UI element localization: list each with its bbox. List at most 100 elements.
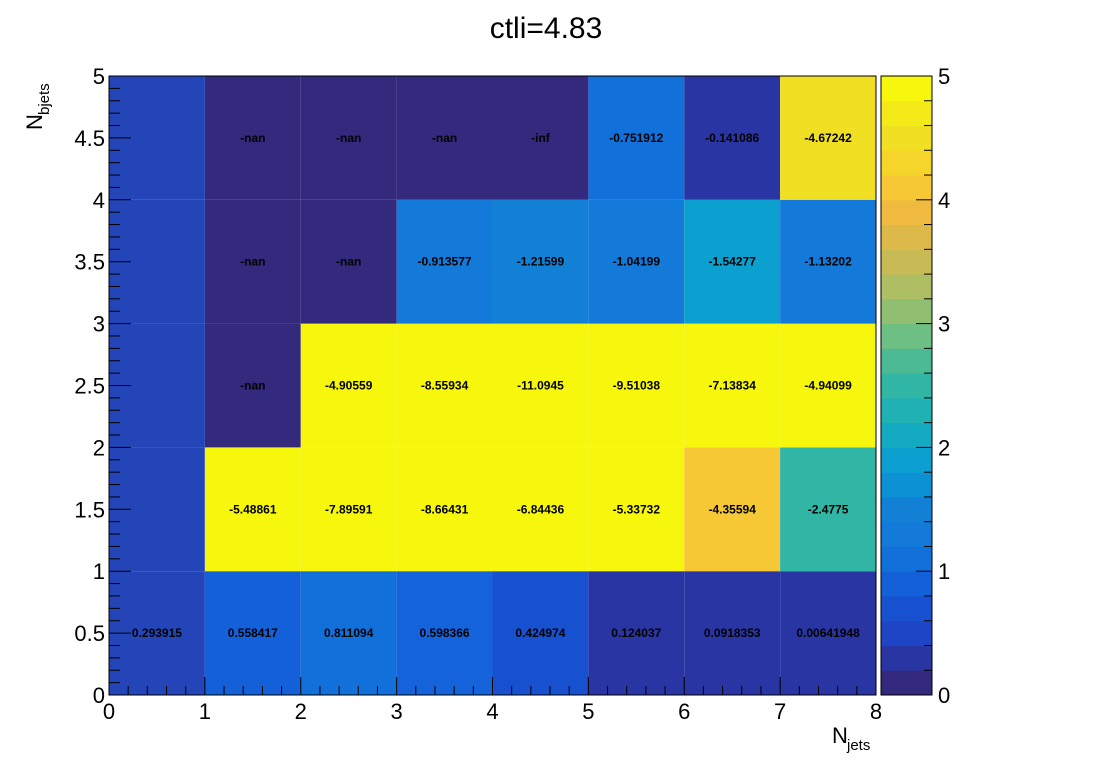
color-scale-band [881, 546, 932, 572]
x-tick-label: 4 [486, 699, 498, 724]
heatmap-cell [780, 323, 876, 448]
color-scale-band [881, 76, 932, 102]
color-scale-band [881, 249, 932, 275]
cell-value-label: 0.0918353 [704, 626, 761, 640]
x-tick-label: 8 [870, 699, 882, 724]
cell-value-label: -11.0945 [517, 379, 564, 393]
heatmap-cell [780, 76, 876, 200]
heatmap-cell [300, 76, 397, 200]
color-scale-tick-label: 0 [938, 683, 950, 708]
heatmap-cell [300, 447, 397, 572]
cell-value-label: 0.558417 [228, 626, 278, 640]
x-axis-title: N jets [832, 723, 870, 754]
color-scale-axis: 0 1 2 3 4 5 [916, 64, 950, 708]
color-scale-band [881, 175, 932, 201]
color-scale-band [881, 150, 932, 176]
cell-value-label: -9.51038 [613, 379, 661, 393]
color-scale-band [881, 670, 932, 696]
heatmap-cell [684, 76, 781, 200]
cell-value-label: -4.67242 [804, 131, 852, 145]
y-axis-title-main: N [22, 114, 47, 130]
heatmap-cell [492, 323, 589, 448]
color-scale [880, 75, 933, 696]
color-scale-band [881, 620, 932, 646]
cell-value-label: -8.66431 [421, 502, 469, 516]
y-tick-label: 3 [93, 312, 105, 337]
cell-value-label: 0.293915 [132, 626, 182, 640]
cell-value-label: -0.751912 [609, 131, 663, 145]
heatmap-cell [204, 447, 301, 572]
cell-value-label: -4.94099 [804, 379, 852, 393]
x-tick-label: 5 [582, 699, 594, 724]
x-tick-label: 1 [199, 699, 211, 724]
cell-value-label: -nan [336, 255, 361, 269]
heatmap-cell [204, 323, 301, 448]
heatmap-cell [492, 571, 589, 695]
cell-value-label: -4.35594 [709, 502, 757, 516]
cell-value-label: -nan [432, 131, 457, 145]
color-scale-band [881, 224, 932, 250]
y-axis-title: N bjets [22, 83, 53, 130]
cell-value-label: -0.913577 [418, 255, 472, 269]
color-scale-band [881, 422, 932, 448]
cell-value-label: -5.48861 [229, 502, 277, 516]
x-axis-title-main: N [832, 723, 848, 748]
cell-value-label: -5.33732 [613, 502, 661, 516]
color-scale-band [881, 323, 932, 349]
heatmap-cell [684, 571, 781, 695]
x-tick-label: 2 [295, 699, 307, 724]
color-scale-band [881, 298, 932, 325]
x-axis-title-subscript: jets [846, 737, 870, 754]
color-scale-band [881, 100, 932, 127]
color-scale-band [881, 397, 932, 424]
heatmap-cell [780, 571, 876, 695]
cell-value-label: -7.89591 [325, 502, 373, 516]
cell-value-label: -1.13202 [804, 255, 852, 269]
y-tick-label: 2 [93, 435, 105, 460]
heatmap-cell [588, 76, 685, 200]
color-scale-band [881, 472, 932, 498]
heatmap-cells [109, 76, 876, 695]
color-scale-frame [880, 75, 933, 696]
x-tick-label: 7 [774, 699, 786, 724]
x-axis: 0 1 2 3 4 5 6 7 8 [103, 677, 882, 724]
y-tick-label: 1.5 [74, 497, 105, 522]
y-tick-label: 4.5 [74, 126, 105, 151]
cell-value-label: -0.141086 [705, 131, 759, 145]
heatmap-cell [396, 447, 493, 572]
heatmap-cell [300, 323, 397, 448]
heatmap-cell [204, 199, 301, 324]
y-tick-label: 1 [93, 559, 105, 584]
color-scale-band [881, 373, 932, 399]
y-axis-title-subscript: bjets [36, 83, 53, 115]
heatmap-cell [492, 76, 589, 200]
color-scale-band [881, 571, 932, 597]
color-scale-band [881, 199, 932, 226]
color-scale-band [881, 645, 932, 671]
heatmap-cell [396, 323, 493, 448]
cell-value-label: -1.54277 [709, 255, 757, 269]
heatmap-cell [300, 571, 397, 695]
heatmap-cell [684, 199, 781, 324]
cell-value-label: -2.4775 [808, 502, 849, 516]
y-tick-label: 2.5 [74, 374, 105, 399]
chart-title: ctli=4.83 [490, 12, 603, 45]
y-tick-label: 5 [93, 64, 105, 89]
color-scale-band [881, 447, 932, 473]
heatmap-cell [492, 199, 589, 324]
heatmap-cell [300, 199, 397, 324]
color-scale-band [881, 125, 932, 151]
cell-value-label: -8.55934 [421, 379, 469, 393]
cell-value-label: -1.21599 [517, 255, 565, 269]
heatmap-cell [204, 571, 301, 695]
cell-value-label: -nan [240, 379, 265, 393]
color-scale-tick-label: 5 [938, 64, 950, 89]
heatmap-cell [684, 323, 781, 448]
cell-value-label: -7.13834 [709, 379, 757, 393]
cell-value-label: -4.90559 [325, 379, 373, 393]
cell-value-label: -nan [240, 131, 265, 145]
heatmap-cell [396, 199, 493, 324]
heatmap-cell [396, 76, 493, 200]
cell-value-label: 0.424974 [515, 626, 565, 640]
y-tick-label: 3.5 [74, 250, 105, 275]
